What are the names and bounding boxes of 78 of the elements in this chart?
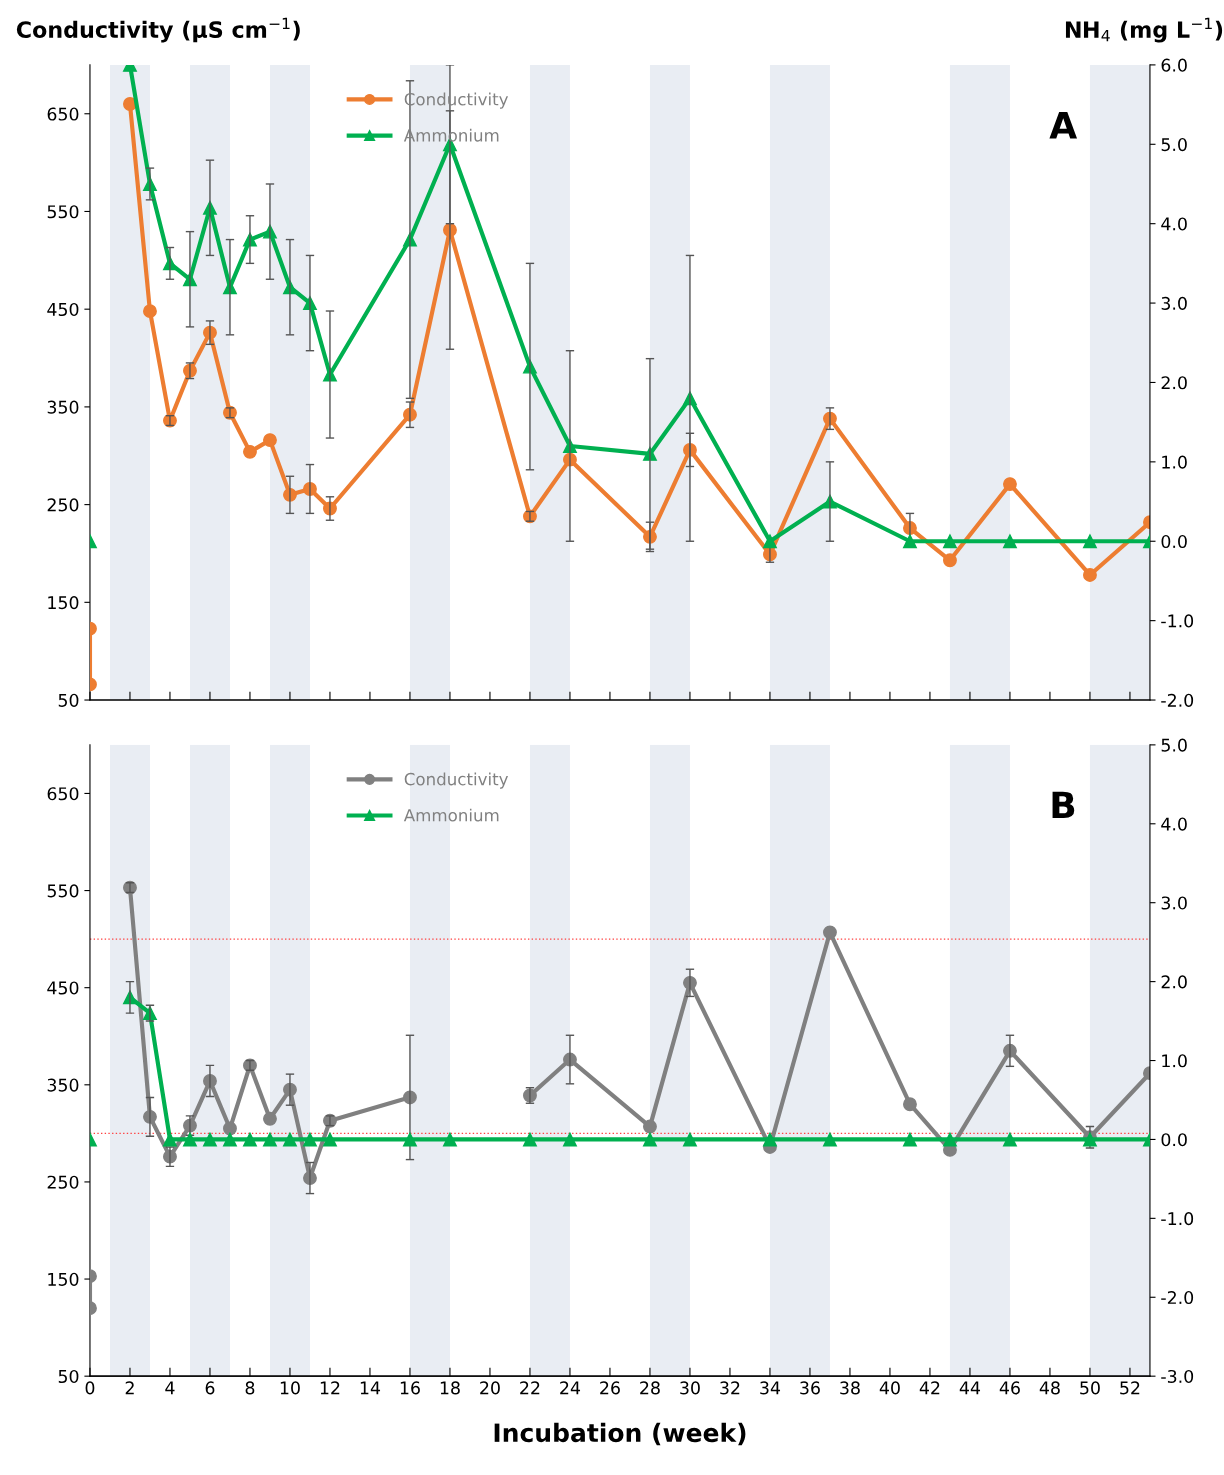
y2-tick-label: -1.0 <box>1161 614 1194 628</box>
y2-tick-label: -2.0 <box>1161 1290 1194 1305</box>
x-tick-label: 14 <box>360 1381 381 1395</box>
y-tick-label: 150 <box>48 596 79 610</box>
x-tick-label: 40 <box>879 1381 900 1395</box>
x-tick-label: 36 <box>800 1381 820 1395</box>
y2-tick-label: 6.0 <box>1161 58 1187 72</box>
y-tick-label: 650 <box>47 787 79 801</box>
y-tick-label: 250 <box>47 498 79 512</box>
y2-tick-label: -3.0 <box>1161 1369 1194 1384</box>
x-tick-label: 22 <box>520 1381 540 1395</box>
x-tick-label: 26 <box>600 1381 620 1395</box>
y2-tick-label: -1.0 <box>1161 1212 1194 1226</box>
point <box>763 534 777 549</box>
x-tick-label: 34 <box>760 1381 781 1395</box>
y-tick-label: 550 <box>47 205 79 219</box>
y2-axis-title: NH$_{4}$ (mg L$^{−1}$) <box>1065 17 1223 43</box>
y-tick-label: 50 <box>58 1369 79 1384</box>
y-tick-label: 150 <box>48 1272 79 1286</box>
point <box>903 534 917 549</box>
x-tick-label: 20 <box>480 1381 500 1395</box>
point <box>943 534 957 549</box>
x-tick-label: 46 <box>999 1381 1020 1395</box>
y-tick-label: 250 <box>47 1175 79 1189</box>
y-tick-label: 650 <box>47 107 79 121</box>
point <box>943 553 957 568</box>
y2-tick-label: 5.0 <box>1161 738 1187 752</box>
x-tick-label: 52 <box>1120 1381 1140 1395</box>
x-tick-label: 24 <box>560 1381 581 1395</box>
x-tick-label: 18 <box>440 1381 460 1395</box>
y2-tick-label: 3.0 <box>1161 296 1187 310</box>
y-tick-label: 350 <box>47 1078 79 1092</box>
x-tick-label: 4 <box>165 1381 175 1395</box>
y-tick-label: 550 <box>47 884 79 898</box>
x-tick-label: 12 <box>320 1381 340 1395</box>
point <box>143 304 157 319</box>
x-tick-label: 44 <box>959 1381 981 1395</box>
point <box>1083 568 1097 582</box>
y2-tick-label: 5.0 <box>1161 138 1187 152</box>
point <box>243 444 257 459</box>
y2-tick-label: 0.0 <box>1161 534 1187 549</box>
x-tick-label: 50 <box>1080 1381 1100 1395</box>
annotation: B <box>1052 791 1075 818</box>
y-tick-label: 450 <box>47 302 79 317</box>
y-tick-label: 350 <box>47 400 79 414</box>
x-tick-label: 10 <box>280 1381 300 1395</box>
x-tick-label: 38 <box>840 1381 860 1395</box>
y2-tick-label: 2.0 <box>1161 975 1187 989</box>
x-tick-label: 2 <box>125 1381 134 1395</box>
x-tick-label: 32 <box>720 1381 740 1395</box>
legend-label: Conductivity <box>404 772 509 789</box>
x-tick-label: 8 <box>245 1381 255 1395</box>
x-tick-label: 16 <box>400 1381 420 1395</box>
x-axis-title: Incubation (week) <box>494 1422 746 1446</box>
annotation: A <box>1049 112 1078 139</box>
x-tick-label: 30 <box>680 1381 700 1395</box>
point <box>1003 534 1017 549</box>
y2-tick-label: 0.0 <box>1161 1133 1187 1147</box>
x-tick-label: 6 <box>205 1381 215 1395</box>
point <box>1083 534 1097 549</box>
y2-tick-label: -2.0 <box>1161 693 1194 707</box>
point <box>263 433 277 448</box>
y2-tick-label: 4.0 <box>1161 217 1187 231</box>
y2-tick-label: 4.0 <box>1161 817 1187 831</box>
x-tick-label: 0 <box>85 1381 95 1395</box>
point <box>1003 477 1017 492</box>
x-tick-label: 28 <box>640 1381 660 1395</box>
y2-tick-label: 1.0 <box>1162 455 1187 469</box>
y-axis-title: Conductivity (μS cm$^{−1}$) <box>16 17 300 43</box>
x-tick-label: 42 <box>919 1381 940 1395</box>
x-tick-label: 48 <box>1039 1381 1060 1395</box>
y2-tick-label: 3.0 <box>1161 896 1187 910</box>
point <box>443 1132 457 1147</box>
y2-tick-label: 2.0 <box>1161 376 1187 390</box>
y-tick-label: 50 <box>58 693 79 707</box>
legend-label: Ammonium <box>403 808 499 822</box>
y2-tick-label: 1.0 <box>1162 1054 1187 1068</box>
y-tick-label: 450 <box>47 981 79 995</box>
